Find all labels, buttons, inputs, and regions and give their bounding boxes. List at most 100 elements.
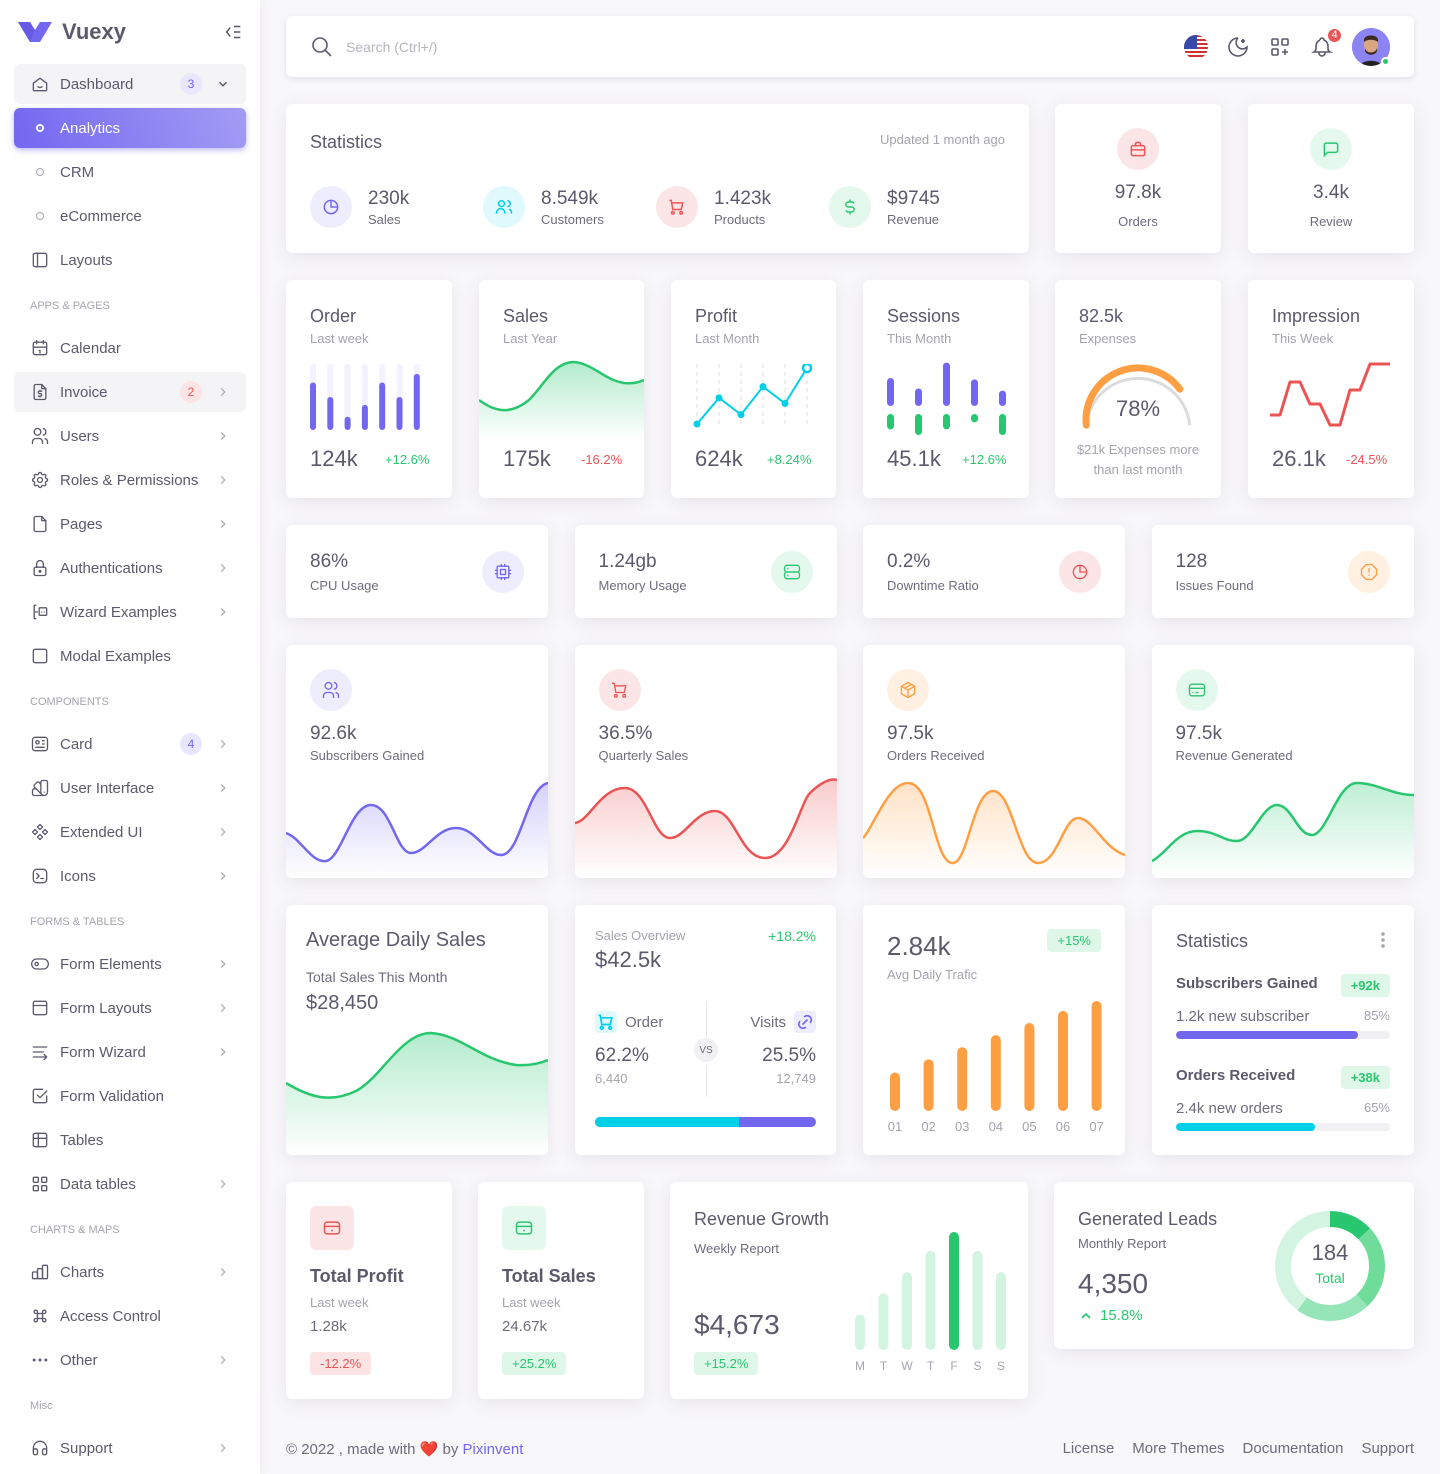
sidebar-item-access-control[interactable]: Access Control [14,1296,246,1336]
sidebar-item-extended-ui[interactable]: Extended UI [14,812,246,852]
traffic-tick-label: 06 [1056,1119,1070,1134]
sidebar-item-label: Other [60,1351,98,1369]
card-value: 97.5k [887,723,934,744]
footer-link[interactable]: Support [1361,1440,1414,1457]
card-value: $28,450 [306,992,379,1014]
message-dots-icon [1310,128,1352,170]
sidebar-item-label: Calendar [60,339,121,357]
wave-area-chart [574,778,837,878]
sidebar-item-support[interactable]: Support [14,1428,246,1468]
circle-icon [36,212,44,220]
order-visits-progress [595,1117,816,1127]
avg-sales-area-chart [286,1031,548,1155]
progress-fill [1176,1123,1316,1131]
footer-link[interactable]: License [1062,1440,1115,1457]
sidebar-item-charts[interactable]: Charts [14,1252,246,1292]
leads-change: 15.8% [1078,1307,1143,1324]
sidebar-item-modal-examples[interactable]: Modal Examples [14,636,246,676]
sidebar-item-label: Tables [60,1131,104,1149]
overview-change: +18.2% [768,928,816,944]
card-label: Subscribers Gained [310,748,425,763]
section-header: COMPONENTS [30,696,109,708]
user-avatar[interactable] [1352,27,1390,66]
chevron-right-icon [220,476,226,484]
orders-mini-card: 97.8k Orders [1055,104,1221,253]
sidebar-item-wizard-examples[interactable]: Wizard Examples [14,592,246,632]
sidebar-item-tables[interactable]: Tables [14,1120,246,1160]
count-badge: 2 [180,381,202,403]
progress-bar [1176,1123,1390,1131]
company-link[interactable]: Pixinvent [462,1441,524,1458]
sidebar-item-analytics[interactable]: Analytics [14,108,246,148]
sidebar-item-data-tables[interactable]: Data tables [14,1164,246,1204]
footer-link[interactable]: More Themes [1132,1440,1225,1457]
users-av-icon [310,669,352,711]
alert-octagon-icon [1347,551,1390,593]
sidebar-item-label: eCommerce [60,207,142,225]
change-badge: -12.2% [310,1352,372,1375]
users-icon [30,426,50,446]
search-icon[interactable] [310,35,334,59]
sidebar-item-icons[interactable]: Icons [14,856,246,896]
expenses-radial-gauge [1082,364,1192,429]
wave-chart-card: 97.5k Revenue Generated [1151,645,1414,878]
progress-badge: +92k [1340,974,1390,997]
overview-value: $42.5k [595,947,662,972]
sidebar-item-authentications[interactable]: Authentications [14,548,246,588]
apps-grid-icon[interactable] [1268,35,1292,59]
credit-card-icon [310,1206,354,1250]
search-input[interactable] [346,38,746,55]
moon-stars-icon[interactable] [1226,35,1250,59]
id-card-icon [30,734,50,754]
card-title: Sessions [887,306,961,326]
card-subtitle: This Week [1272,331,1334,346]
traffic-bar [990,1035,1001,1111]
menu-collapse-icon[interactable] [222,21,244,43]
visits-percent: 25.5% [762,1045,816,1066]
sidebar-item-card[interactable]: Card 4 [14,724,246,764]
average-daily-sales-card: Average Daily Sales Total Sales This Mon… [286,905,548,1155]
order-bar [344,416,351,430]
sidebar-item-layouts[interactable]: Layouts [14,240,246,280]
sidebar-item-form-wizard[interactable]: Form Wizard [14,1032,246,1072]
wave-line [286,781,548,863]
card-subtitle: This Month [887,331,952,346]
avg-sales-line [286,1031,548,1099]
profit-line [696,367,808,425]
sidebar-item-form-validation[interactable]: Form Validation [14,1076,246,1116]
stat-value: 1.24gb [598,551,657,572]
sidebar-item-other[interactable]: Other [14,1340,246,1380]
sidebar-item-form-elements[interactable]: Form Elements [14,944,246,984]
brand-name: Vuexy [62,19,127,44]
sidebar-item-user-interface[interactable]: User Interface [14,768,246,808]
sidebar-item-label: Dashboard [60,75,134,93]
stat-value: 86% [310,551,349,572]
wave-area-chart [863,781,1125,878]
visits-count: 12,749 [776,1071,816,1086]
profit-point [715,394,723,402]
revenue-bar [878,1293,889,1350]
more-vertical-icon[interactable] [1380,931,1386,949]
order-share-fill [595,1117,739,1127]
sidebar-item-form-layouts[interactable]: Form Layouts [14,988,246,1028]
sidebar-item-users[interactable]: Users [14,416,246,456]
sidebar-item-roles-permissions[interactable]: Roles & Permissions [14,460,246,500]
footer-link[interactable]: Documentation [1242,1440,1344,1457]
sidebar-item-crm[interactable]: CRM [14,152,246,192]
settings-icon [30,470,50,490]
sessions-bar-top [915,388,922,406]
impression-line [1270,362,1390,427]
sidebar-item-ecommerce[interactable]: eCommerce [14,196,246,236]
chevron-right-icon [220,828,226,836]
sidebar-item-dashboard[interactable]: Dashboard 3 [14,64,246,104]
components-icon [30,822,50,842]
sidebar-item-calendar[interactable]: Calendar [14,328,246,368]
notifications-button[interactable]: 4 [1310,26,1343,59]
us-flag-icon[interactable] [1184,34,1208,59]
chevron-right-icon [220,1268,226,1276]
brand[interactable]: Vuexy [0,0,260,64]
sidebar-item-pages[interactable]: Pages [14,504,246,544]
sidebar-item-invoice[interactable]: Invoice 2 [14,372,246,412]
stat-label: Issues Found [1175,578,1254,593]
wave-area-chart [1151,781,1414,878]
